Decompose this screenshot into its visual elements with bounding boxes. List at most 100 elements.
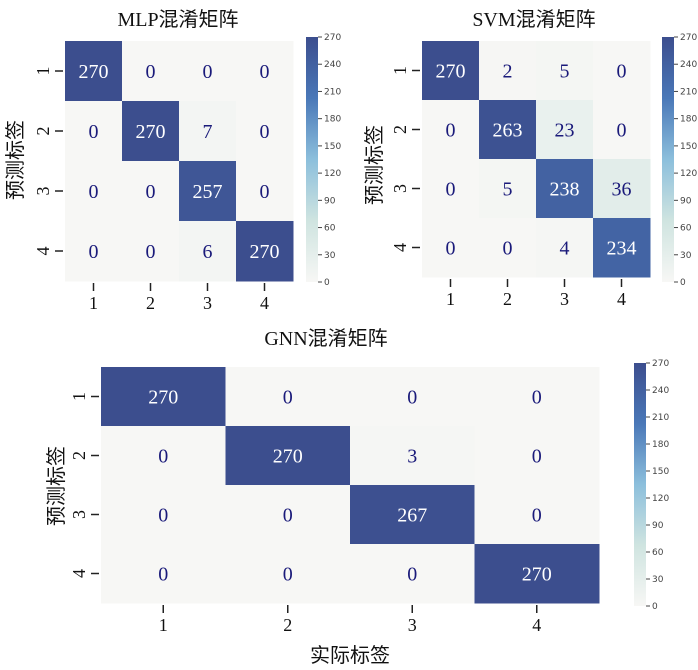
svm-cell-r1-c2 bbox=[479, 41, 537, 101]
gnn-y-tick-4: 4 bbox=[69, 569, 89, 578]
svm-cell-label-r4-c1: 0 bbox=[446, 238, 456, 260]
svm-cell-r1-c3 bbox=[536, 41, 594, 101]
mlp-cells: 270 0 0 0 0 270 7 0 0 0 257 0 0 0 6 270 bbox=[65, 41, 294, 282]
svm-cell-r3-c3 bbox=[536, 159, 594, 219]
gnn-cell-label-r3-c1: 0 bbox=[158, 505, 168, 527]
mlp-x-tick-3: 3 bbox=[203, 293, 212, 313]
mlp-colorbar-gradient bbox=[306, 37, 318, 282]
mlp-cell-label-r2-c2: 270 bbox=[136, 121, 166, 143]
gnn-cell-label-r1-c4: 0 bbox=[532, 387, 542, 409]
mlp-cell-r4-c2 bbox=[122, 221, 180, 282]
gnn-colorbar-tick-90: 90 bbox=[652, 521, 664, 531]
mlp-cell-r1-c2 bbox=[122, 41, 180, 102]
mlp-colorbar-tick-210: 210 bbox=[324, 87, 341, 97]
svm-colorbar-tick-30: 30 bbox=[680, 251, 692, 261]
mlp-x-ticks: 1 2 3 4 bbox=[89, 283, 269, 313]
svm-colorbar-tick-0: 0 bbox=[680, 278, 686, 288]
svm-cell-label-r4-c2: 0 bbox=[503, 238, 513, 260]
svm-colorbar-tick-210: 210 bbox=[680, 87, 697, 97]
gnn-y-ticks: 1 2 3 4 bbox=[69, 392, 99, 578]
gnn-cell-r4-c1 bbox=[101, 544, 226, 604]
svm-cells: 270 2 5 0 0 263 23 0 0 5 238 36 0 0 4 234 bbox=[422, 41, 651, 278]
svm-cell-label-r2-c2: 263 bbox=[493, 120, 523, 142]
mlp-cell-label-r3-c2: 0 bbox=[146, 181, 156, 203]
svm-cell-label-r1-c1: 270 bbox=[436, 61, 466, 83]
gnn-ylabel: 预测标签 bbox=[45, 446, 68, 526]
mlp-x-tick-4: 4 bbox=[260, 293, 269, 313]
mlp-colorbar: 0 30 60 90 120 150 180 210 240 270 bbox=[306, 33, 341, 288]
gnn-cell-r4-c3 bbox=[350, 544, 475, 604]
mlp-colorbar-tick-240: 240 bbox=[324, 60, 341, 70]
gnn-cell-label-r1-c3: 0 bbox=[407, 387, 417, 409]
svm-colorbar-tick-120: 120 bbox=[680, 169, 697, 179]
svm-cell-label-r4-c3: 4 bbox=[560, 238, 570, 260]
gnn-x-tick-1: 1 bbox=[159, 615, 168, 635]
gnn-colorbar-gradient bbox=[634, 363, 646, 606]
gnn-colorbar-tick-270: 270 bbox=[652, 359, 669, 369]
gnn-cell-r3-c2 bbox=[225, 485, 351, 545]
gnn-cell-label-r3-c2: 0 bbox=[283, 505, 293, 527]
gnn-cell-r1-c4 bbox=[474, 367, 600, 427]
gnn-colorbar-tick-120: 120 bbox=[652, 494, 669, 504]
gnn-cell-r3-c1 bbox=[101, 485, 226, 545]
svm-cell-r2-c4 bbox=[593, 100, 651, 160]
svm-cell-label-r3-c3: 238 bbox=[550, 179, 580, 201]
svm-cell-label-r3-c1: 0 bbox=[446, 179, 456, 201]
mlp-y-tick-1: 1 bbox=[33, 67, 53, 76]
mlp-cell-label-r3-c1: 0 bbox=[89, 181, 99, 203]
gnn-cell-label-r4-c1: 0 bbox=[158, 564, 168, 586]
mlp-cell-label-r2-c3: 7 bbox=[203, 121, 213, 143]
mlp-colorbar-tick-270: 270 bbox=[324, 33, 341, 43]
mlp-cell-label-r1-c4: 0 bbox=[260, 61, 270, 83]
svm-y-tick-2: 2 bbox=[390, 125, 410, 134]
gnn-cell-r1-c1 bbox=[101, 367, 226, 427]
mlp-colorbar-tick-120: 120 bbox=[324, 169, 341, 179]
gnn-cell-label-r3-c4: 0 bbox=[532, 505, 542, 527]
gnn-xlabel: 实际标签 bbox=[310, 644, 390, 667]
gnn-cell-label-r1-c1: 270 bbox=[148, 387, 178, 409]
svm-cell-label-r2-c3: 23 bbox=[555, 120, 575, 142]
mlp-y-tick-3: 3 bbox=[33, 187, 53, 196]
svm-cell-r2-c1 bbox=[422, 100, 480, 160]
gnn-cell-r1-c2 bbox=[225, 367, 351, 427]
mlp-cell-label-r1-c1: 270 bbox=[79, 61, 109, 83]
mlp-cell-r4-c3 bbox=[179, 221, 237, 282]
svm-cell-r4-c2 bbox=[479, 218, 537, 278]
gnn-cell-label-r4-c4: 270 bbox=[522, 564, 552, 586]
svm-title: SVM混淆矩阵 bbox=[472, 8, 595, 31]
mlp-cell-label-r3-c4: 0 bbox=[260, 181, 270, 203]
mlp-colorbar-tick-30: 30 bbox=[324, 251, 336, 261]
mlp-cell-r3-c2 bbox=[122, 161, 180, 222]
gnn-cell-label-r4-c2: 0 bbox=[283, 564, 293, 586]
gnn-cell-label-r3-c3: 267 bbox=[397, 505, 427, 527]
gnn-colorbar-tick-150: 150 bbox=[652, 467, 669, 477]
gnn-y-tick-2: 2 bbox=[69, 451, 89, 460]
svm-cell-r4-c4 bbox=[593, 218, 651, 278]
mlp-cell-r2-c2 bbox=[122, 101, 180, 162]
mlp-cell-r4-c1 bbox=[65, 221, 123, 282]
gnn-y-tick-3: 3 bbox=[69, 510, 89, 519]
mlp-cell-r2-c4 bbox=[236, 101, 294, 162]
mlp-colorbar-tick-90: 90 bbox=[324, 196, 336, 206]
mlp-cell-label-r1-c3: 0 bbox=[203, 61, 213, 83]
svm-panel: SVM混淆矩阵 预测标签 270 2 5 00 263 23 00 5 238 360 0 4 234 … bbox=[363, 8, 697, 309]
gnn-cell-r3-c4 bbox=[474, 485, 600, 545]
svm-cell-r4-c3 bbox=[536, 218, 594, 278]
gnn-title: GNN混淆矩阵 bbox=[264, 327, 387, 350]
gnn-cell-label-r2-c2: 270 bbox=[273, 446, 303, 468]
gnn-cell-label-r4-c3: 0 bbox=[407, 564, 417, 586]
mlp-cell-r3-c3 bbox=[179, 161, 237, 222]
svm-colorbar-tick-60: 60 bbox=[680, 224, 692, 234]
mlp-cell-label-r4-c1: 0 bbox=[89, 241, 99, 263]
mlp-y-tick-2: 2 bbox=[33, 127, 53, 136]
gnn-cell-r2-c2 bbox=[225, 426, 351, 486]
svm-cell-r2-c3 bbox=[536, 100, 594, 160]
mlp-x-tick-2: 2 bbox=[146, 293, 155, 313]
gnn-x-tick-4: 4 bbox=[532, 615, 541, 635]
mlp-cell-r3-c4 bbox=[236, 161, 294, 222]
gnn-cell-r1-c3 bbox=[350, 367, 475, 427]
gnn-colorbar-tick-210: 210 bbox=[652, 413, 669, 423]
gnn-x-tick-3: 3 bbox=[408, 615, 417, 635]
mlp-ylabel: 预测标签 bbox=[4, 120, 27, 200]
